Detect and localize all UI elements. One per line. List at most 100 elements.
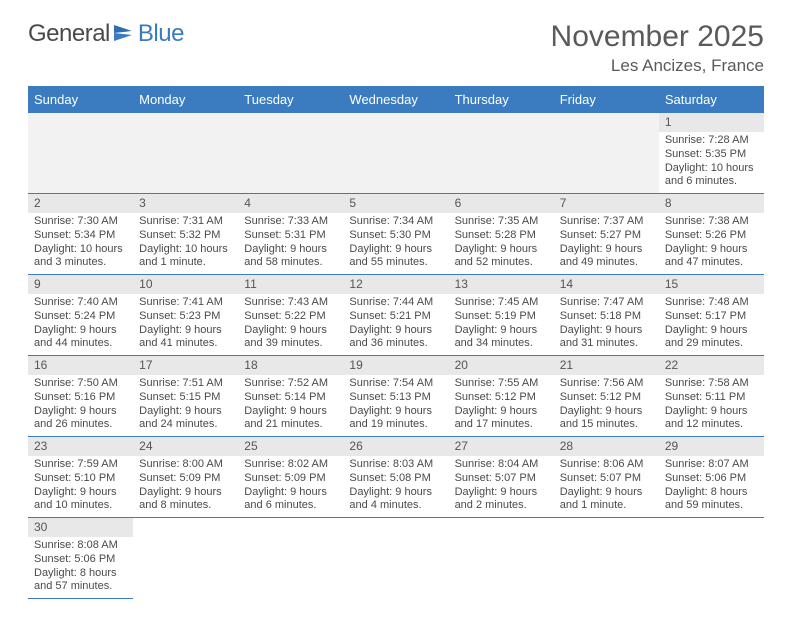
calendar-cell: 19Sunrise: 7:54 AMSunset: 5:13 PMDayligh…: [343, 356, 448, 437]
day-info: Sunrise: 8:07 AMSunset: 5:06 PMDaylight:…: [659, 456, 764, 517]
sunset-line: Sunset: 5:34 PM: [34, 229, 127, 243]
day-info: Sunrise: 7:35 AMSunset: 5:28 PMDaylight:…: [449, 213, 554, 274]
daylight-line: Daylight: 9 hours and 41 minutes.: [139, 324, 232, 352]
sunrise-line: Sunrise: 7:48 AM: [665, 296, 758, 310]
day-number: 29: [659, 437, 764, 456]
sunset-line: Sunset: 5:13 PM: [349, 391, 442, 405]
day-info: Sunrise: 8:00 AMSunset: 5:09 PMDaylight:…: [133, 456, 238, 517]
daylight-line: Daylight: 9 hours and 21 minutes.: [244, 405, 337, 433]
day-number: 6: [449, 194, 554, 213]
calendar-cell: 4Sunrise: 7:33 AMSunset: 5:31 PMDaylight…: [238, 194, 343, 275]
calendar-cell: 28Sunrise: 8:06 AMSunset: 5:07 PMDayligh…: [554, 437, 659, 518]
weekday-header: Monday: [133, 86, 238, 113]
sunset-line: Sunset: 5:16 PM: [34, 391, 127, 405]
calendar-cell: [554, 518, 659, 599]
daylight-line: Daylight: 10 hours and 6 minutes.: [665, 162, 758, 190]
daylight-line: Daylight: 10 hours and 3 minutes.: [34, 243, 127, 271]
sunrise-line: Sunrise: 7:59 AM: [34, 458, 127, 472]
calendar-cell: 20Sunrise: 7:55 AMSunset: 5:12 PMDayligh…: [449, 356, 554, 437]
calendar-cell: 23Sunrise: 7:59 AMSunset: 5:10 PMDayligh…: [28, 437, 133, 518]
day-number: 8: [659, 194, 764, 213]
daylight-line: Daylight: 9 hours and 29 minutes.: [665, 324, 758, 352]
calendar-row: 1Sunrise: 7:28 AMSunset: 5:35 PMDaylight…: [28, 113, 764, 194]
calendar-cell: [133, 518, 238, 599]
day-number: 26: [343, 437, 448, 456]
day-number: 11: [238, 275, 343, 294]
calendar-cell: 2Sunrise: 7:30 AMSunset: 5:34 PMDaylight…: [28, 194, 133, 275]
sunrise-line: Sunrise: 8:07 AM: [665, 458, 758, 472]
day-info: Sunrise: 7:52 AMSunset: 5:14 PMDaylight:…: [238, 375, 343, 436]
sunset-line: Sunset: 5:24 PM: [34, 310, 127, 324]
sunset-line: Sunset: 5:17 PM: [665, 310, 758, 324]
day-number: 28: [554, 437, 659, 456]
calendar-body: 1Sunrise: 7:28 AMSunset: 5:35 PMDaylight…: [28, 113, 764, 599]
logo-text-general: General: [28, 20, 110, 48]
calendar-cell: 9Sunrise: 7:40 AMSunset: 5:24 PMDaylight…: [28, 275, 133, 356]
sunset-line: Sunset: 5:12 PM: [560, 391, 653, 405]
sunset-line: Sunset: 5:30 PM: [349, 229, 442, 243]
sunrise-line: Sunrise: 8:00 AM: [139, 458, 232, 472]
sunrise-line: Sunrise: 8:06 AM: [560, 458, 653, 472]
sunset-line: Sunset: 5:09 PM: [139, 472, 232, 486]
daylight-line: Daylight: 9 hours and 15 minutes.: [560, 405, 653, 433]
calendar-cell: 7Sunrise: 7:37 AMSunset: 5:27 PMDaylight…: [554, 194, 659, 275]
day-info: Sunrise: 8:02 AMSunset: 5:09 PMDaylight:…: [238, 456, 343, 517]
sunrise-line: Sunrise: 7:44 AM: [349, 296, 442, 310]
calendar-cell: 29Sunrise: 8:07 AMSunset: 5:06 PMDayligh…: [659, 437, 764, 518]
day-number: 20: [449, 356, 554, 375]
day-info: Sunrise: 7:56 AMSunset: 5:12 PMDaylight:…: [554, 375, 659, 436]
day-info: Sunrise: 8:04 AMSunset: 5:07 PMDaylight:…: [449, 456, 554, 517]
daylight-line: Daylight: 9 hours and 34 minutes.: [455, 324, 548, 352]
daylight-line: Daylight: 9 hours and 24 minutes.: [139, 405, 232, 433]
sunset-line: Sunset: 5:32 PM: [139, 229, 232, 243]
calendar-cell: 6Sunrise: 7:35 AMSunset: 5:28 PMDaylight…: [449, 194, 554, 275]
calendar-cell: [659, 518, 764, 599]
sunset-line: Sunset: 5:18 PM: [560, 310, 653, 324]
sunset-line: Sunset: 5:06 PM: [34, 553, 127, 567]
daylight-line: Daylight: 9 hours and 17 minutes.: [455, 405, 548, 433]
calendar-cell: [449, 518, 554, 599]
sunrise-line: Sunrise: 7:54 AM: [349, 377, 442, 391]
sunrise-line: Sunrise: 7:34 AM: [349, 215, 442, 229]
calendar-cell: [554, 113, 659, 194]
day-info: Sunrise: 8:06 AMSunset: 5:07 PMDaylight:…: [554, 456, 659, 517]
calendar-cell: 21Sunrise: 7:56 AMSunset: 5:12 PMDayligh…: [554, 356, 659, 437]
calendar-cell: 1Sunrise: 7:28 AMSunset: 5:35 PMDaylight…: [659, 113, 764, 194]
sunset-line: Sunset: 5:07 PM: [455, 472, 548, 486]
calendar-cell: 30Sunrise: 8:08 AMSunset: 5:06 PMDayligh…: [28, 518, 133, 599]
calendar-cell: 16Sunrise: 7:50 AMSunset: 5:16 PMDayligh…: [28, 356, 133, 437]
day-info: Sunrise: 7:59 AMSunset: 5:10 PMDaylight:…: [28, 456, 133, 517]
sunrise-line: Sunrise: 7:31 AM: [139, 215, 232, 229]
day-info: Sunrise: 7:45 AMSunset: 5:19 PMDaylight:…: [449, 294, 554, 355]
day-info: Sunrise: 7:31 AMSunset: 5:32 PMDaylight:…: [133, 213, 238, 274]
title-block: November 2025 Les Ancizes, France: [551, 20, 764, 76]
daylight-line: Daylight: 9 hours and 4 minutes.: [349, 486, 442, 514]
daylight-line: Daylight: 9 hours and 31 minutes.: [560, 324, 653, 352]
calendar-cell: 24Sunrise: 8:00 AMSunset: 5:09 PMDayligh…: [133, 437, 238, 518]
day-info: Sunrise: 7:58 AMSunset: 5:11 PMDaylight:…: [659, 375, 764, 436]
day-number: 27: [449, 437, 554, 456]
sunset-line: Sunset: 5:10 PM: [34, 472, 127, 486]
calendar-cell: 11Sunrise: 7:43 AMSunset: 5:22 PMDayligh…: [238, 275, 343, 356]
daylight-line: Daylight: 9 hours and 6 minutes.: [244, 486, 337, 514]
daylight-line: Daylight: 9 hours and 52 minutes.: [455, 243, 548, 271]
calendar-cell: 18Sunrise: 7:52 AMSunset: 5:14 PMDayligh…: [238, 356, 343, 437]
calendar-row: 16Sunrise: 7:50 AMSunset: 5:16 PMDayligh…: [28, 356, 764, 437]
calendar-table: SundayMondayTuesdayWednesdayThursdayFrid…: [28, 86, 764, 599]
logo: GeneralBlue: [28, 20, 184, 48]
day-number: 15: [659, 275, 764, 294]
day-number: 16: [28, 356, 133, 375]
day-number: 25: [238, 437, 343, 456]
calendar-cell: 8Sunrise: 7:38 AMSunset: 5:26 PMDaylight…: [659, 194, 764, 275]
sunrise-line: Sunrise: 7:47 AM: [560, 296, 653, 310]
daylight-line: Daylight: 9 hours and 49 minutes.: [560, 243, 653, 271]
sunrise-line: Sunrise: 7:40 AM: [34, 296, 127, 310]
sunrise-line: Sunrise: 7:30 AM: [34, 215, 127, 229]
daylight-line: Daylight: 9 hours and 39 minutes.: [244, 324, 337, 352]
calendar-row: 2Sunrise: 7:30 AMSunset: 5:34 PMDaylight…: [28, 194, 764, 275]
calendar-cell: 17Sunrise: 7:51 AMSunset: 5:15 PMDayligh…: [133, 356, 238, 437]
day-number: 5: [343, 194, 448, 213]
sunrise-line: Sunrise: 7:56 AM: [560, 377, 653, 391]
calendar-cell: [449, 113, 554, 194]
daylight-line: Daylight: 9 hours and 44 minutes.: [34, 324, 127, 352]
